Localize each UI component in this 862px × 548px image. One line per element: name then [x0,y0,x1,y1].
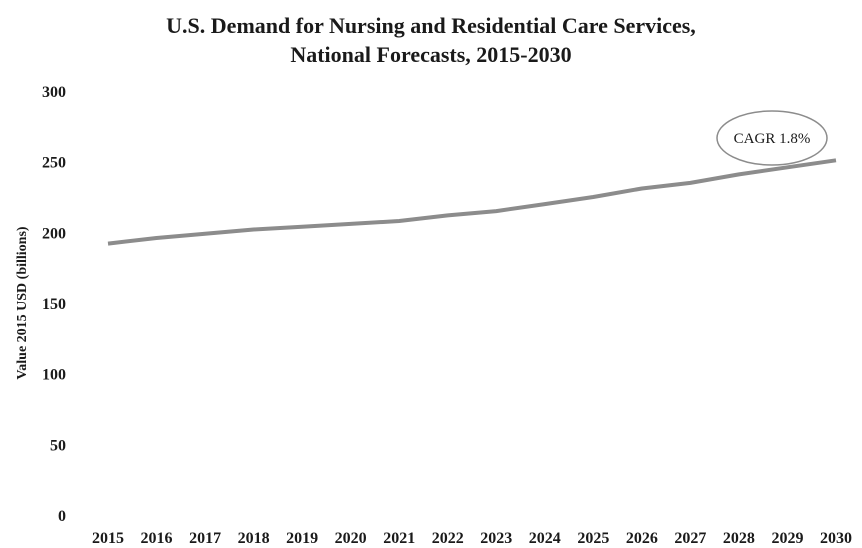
x-tick-label: 2026 [626,530,658,547]
x-axis-ticks: 2015 2016 2017 2018 2019 2020 2021 2022 2023 2024… [92,530,852,547]
chart-subtitle: National Forecasts, 2015-2030 [290,42,572,67]
x-tick-label: 2021 [383,530,415,547]
x-tick-label: 2023 [480,530,512,547]
cagr-annotation-ellipse [716,110,828,166]
y-axis-ticks: 0 50 100 150 200 250 300 [42,84,66,525]
x-tick-label: 2024 [529,530,561,547]
y-tick-label: 150 [42,296,66,313]
chart-title: U.S. Demand for Nursing and Residential … [166,13,696,38]
cagr-annotation-label: CAGR 1.8% [734,131,811,147]
x-tick-label: 2019 [286,530,318,547]
y-tick-label: 250 [42,155,66,172]
y-tick-label: 50 [50,437,66,454]
x-tick-label: 2029 [771,530,803,547]
x-tick-label: 2016 [141,530,173,547]
x-tick-label: 2017 [189,530,221,547]
y-tick-label: 200 [42,225,66,242]
y-axis-label: Value 2015 USD (billions) [15,226,30,379]
y-tick-label: 300 [42,84,66,101]
x-tick-label: 2025 [577,530,609,547]
x-tick-label: 2018 [238,530,270,547]
x-tick-label: 2015 [92,530,124,547]
x-tick-label: 2020 [335,530,367,547]
x-tick-label: 2030 [820,530,852,547]
y-tick-label: 100 [42,367,66,384]
x-tick-label: 2027 [674,530,706,547]
y-tick-label: 0 [58,508,66,525]
x-tick-label: 2028 [723,530,755,547]
series-line [107,158,837,246]
x-tick-label: 2022 [432,530,464,547]
